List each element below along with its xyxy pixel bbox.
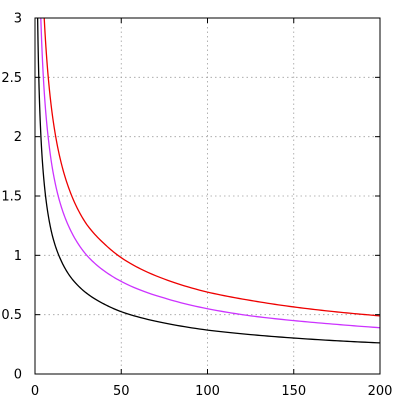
y-tick-label: 0 (14, 368, 22, 383)
y-tick-label: 2 (14, 130, 22, 145)
tick-labels: 0 50 100 150 200 0 0.5 1 1.5 2 2.5 3 (1, 12, 392, 400)
series-line-2 (40, 18, 380, 329)
series-line-3 (43, 18, 380, 317)
x-tick-label: 200 (368, 384, 393, 399)
y-tick-label: 1.5 (1, 190, 22, 205)
series-layer (36, 18, 380, 344)
series-line-1 (36, 18, 380, 344)
ticks (34, 17, 381, 375)
x-tick-label: 50 (113, 384, 130, 399)
y-tick-label: 3 (14, 12, 22, 27)
y-tick-label: 0.5 (1, 308, 22, 323)
y-tick-label: 1 (14, 249, 22, 264)
grid (35, 18, 380, 374)
x-tick-label: 0 (31, 384, 39, 399)
y-tick-label: 2.5 (1, 71, 22, 86)
x-tick-label: 100 (195, 384, 220, 399)
x-tick-label: 150 (281, 384, 306, 399)
